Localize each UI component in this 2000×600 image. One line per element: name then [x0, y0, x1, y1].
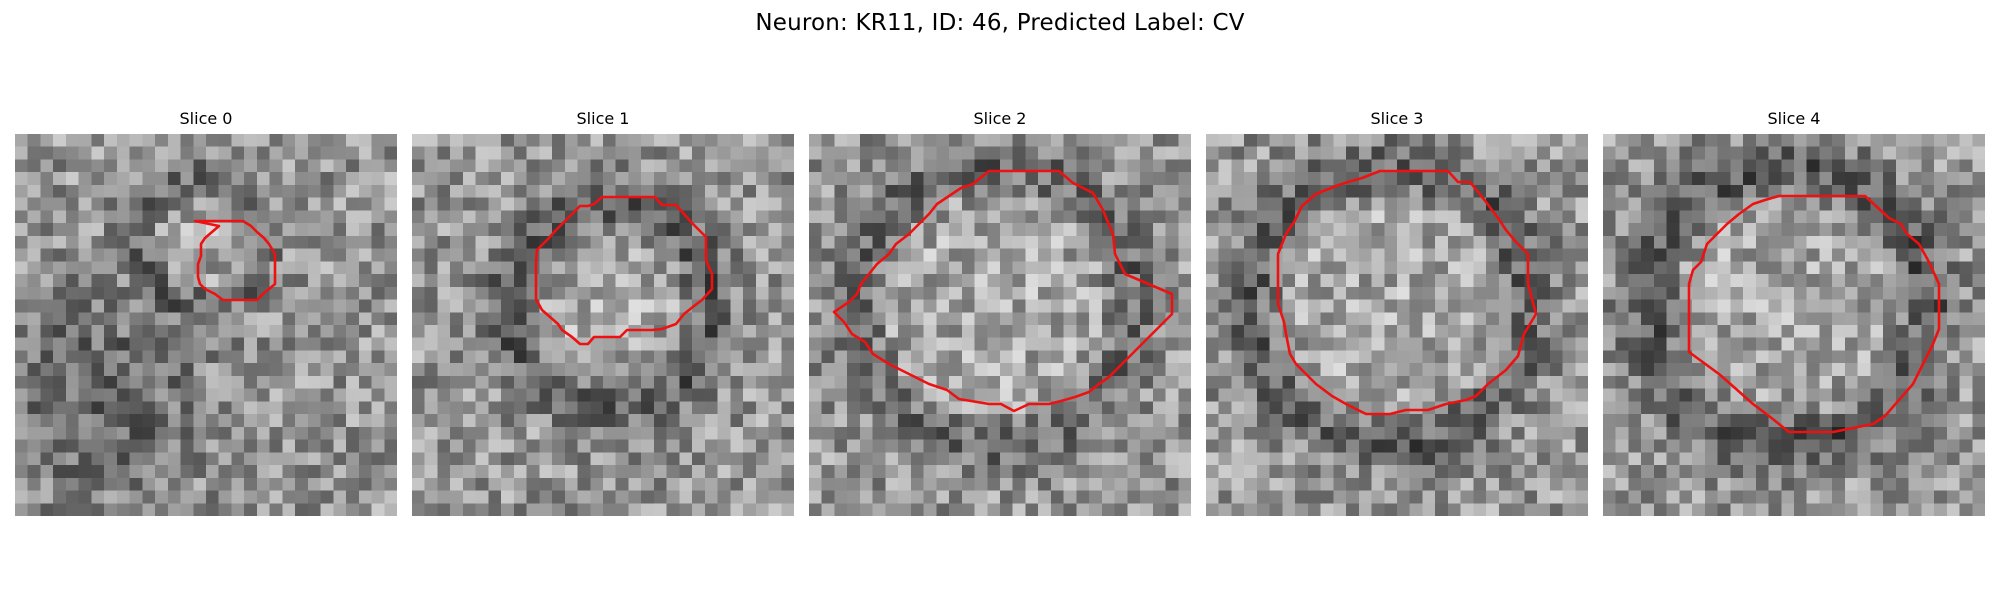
slice-title: Slice 2: [973, 109, 1027, 128]
contour-outline: [1687, 194, 1941, 434]
slice-title: Slice 4: [1767, 109, 1821, 128]
figure-title: Neuron: KR11, ID: 46, Predicted Label: C…: [755, 10, 1245, 36]
slice-image: [1206, 134, 1588, 516]
slice-panel-2: Slice 2: [809, 108, 1191, 516]
slice-panel-3: Slice 3: [1206, 108, 1588, 516]
slice-image: [809, 134, 1191, 516]
slice-title: Slice 1: [576, 109, 630, 128]
slice-panel-1: Slice 1: [412, 108, 794, 516]
contour-outline: [1276, 169, 1538, 416]
slice-panel-4: Slice 4: [1603, 108, 1985, 516]
contour-outline: [193, 219, 277, 302]
slice-title: Slice 0: [179, 109, 233, 128]
slice-image: [15, 134, 397, 516]
contour-outline: [534, 195, 714, 346]
slice-title: Slice 3: [1370, 109, 1424, 128]
slice-panel-0: Slice 0: [15, 108, 397, 516]
slice-image: [1603, 134, 1985, 516]
contour-outline: [832, 169, 1174, 413]
